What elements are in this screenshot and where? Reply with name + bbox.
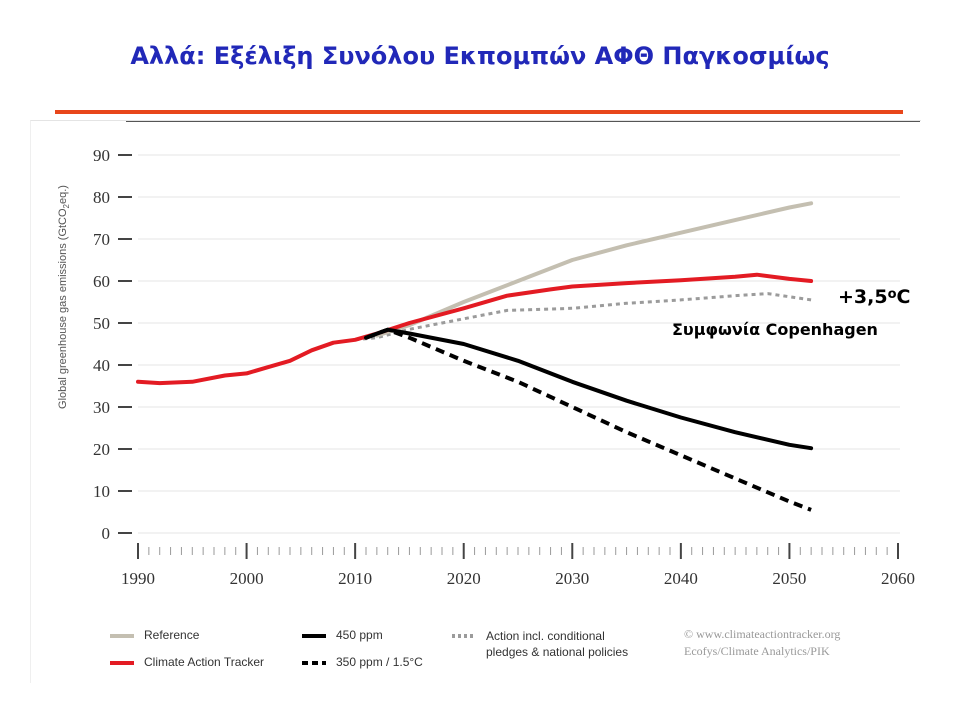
y-tick-label-10: 10: [93, 482, 110, 501]
y-tick-label-80: 80: [93, 188, 110, 207]
x-tick-label-2010: 2010: [338, 569, 372, 588]
chart-panel: [30, 120, 921, 683]
slide-title: Αλλά: Εξέλιξη Συνόλου Εκπομπών ΑΦΘ Παγκο…: [130, 42, 830, 70]
legend-swatch-450ppm: [302, 634, 326, 638]
y-tick-label-50: 50: [93, 314, 110, 333]
chart-top-border: [126, 121, 920, 122]
x-tick-label-2040: 2040: [664, 569, 698, 588]
x-tick-label-2020: 2020: [447, 569, 481, 588]
credit-line-1: © www.climateactiontracker.org: [684, 627, 841, 641]
source-credit: © www.climateactiontracker.org Ecofys/Cl…: [684, 626, 840, 660]
legend-item-reference: Reference: [110, 628, 199, 642]
legend-swatch-350ppm: [302, 661, 326, 665]
series-line-350-ppm-1-5-c: [365, 327, 812, 512]
temperature-annotation: +3,5oC: [838, 286, 910, 308]
legend-label-climate-action-tracker: Climate Action Tracker: [144, 655, 265, 669]
legend-label-action-conditional-line2: pledges & national policies: [486, 645, 629, 659]
legend-swatch-action-conditional: [452, 634, 476, 638]
series-line-climate-action-tracker: [136, 272, 814, 386]
x-tick-label-2050: 2050: [772, 569, 806, 588]
x-tick-label-2030: 2030: [555, 569, 589, 588]
chart-series: [136, 201, 814, 512]
degree-symbol: o: [887, 287, 897, 302]
x-axis: 1990 2000 2010 2020 2030 2040 2050 2060: [121, 543, 915, 588]
x-tick-label-1990: 1990: [121, 569, 155, 588]
title-divider: [55, 110, 903, 114]
y-axis-label: Global greenhouse gas emissions (GtCO2eq…: [57, 185, 71, 409]
legend-swatch-reference: [110, 634, 134, 638]
legend-item-450ppm: 450 ppm: [302, 628, 383, 642]
y-tick-label-60: 60: [93, 272, 110, 291]
x-tick-label-2060: 2060: [881, 569, 915, 588]
legend-label-350ppm: 350 ppm / 1.5°C: [336, 655, 423, 669]
credit-line-2: Ecofys/Climate Analytics/PIK: [684, 644, 830, 658]
series-line-reference: [374, 201, 814, 338]
chart-grid: [138, 154, 900, 534]
x-tick-label-2000: 2000: [230, 569, 264, 588]
y-tick-label-30: 30: [93, 398, 110, 417]
legend-item-climate-action-tracker: Climate Action Tracker: [110, 655, 264, 669]
y-tick-label-90: 90: [93, 146, 110, 165]
temperature-unit: C: [896, 286, 911, 308]
y-tick-label-40: 40: [93, 356, 110, 375]
legend-label-action-conditional-line1: Action incl. conditional: [486, 629, 605, 643]
series-line-450-ppm: [364, 327, 814, 451]
legend-swatch-climate-action-tracker: [110, 661, 134, 665]
y-tick-label-0: 0: [102, 524, 111, 543]
legend-label-reference: Reference: [144, 628, 200, 642]
temperature-value: +3,5: [838, 286, 888, 308]
legend-item-350ppm: 350 ppm / 1.5°C: [302, 655, 423, 669]
y-tick-label-70: 70: [93, 230, 110, 249]
copenhagen-agreement-annotation: Συμφωνία Copenhagen: [672, 320, 878, 339]
legend-label-450ppm: 450 ppm: [336, 628, 383, 642]
y-axis: 0 10 20 30 40 50 60 70 80 90: [93, 146, 132, 543]
y-tick-label-20: 20: [93, 440, 110, 459]
legend-item-action-conditional: Action incl. conditional pledges & natio…: [452, 628, 628, 660]
series-line-action-incl-conditional-pledges-national-policies: [354, 292, 812, 342]
